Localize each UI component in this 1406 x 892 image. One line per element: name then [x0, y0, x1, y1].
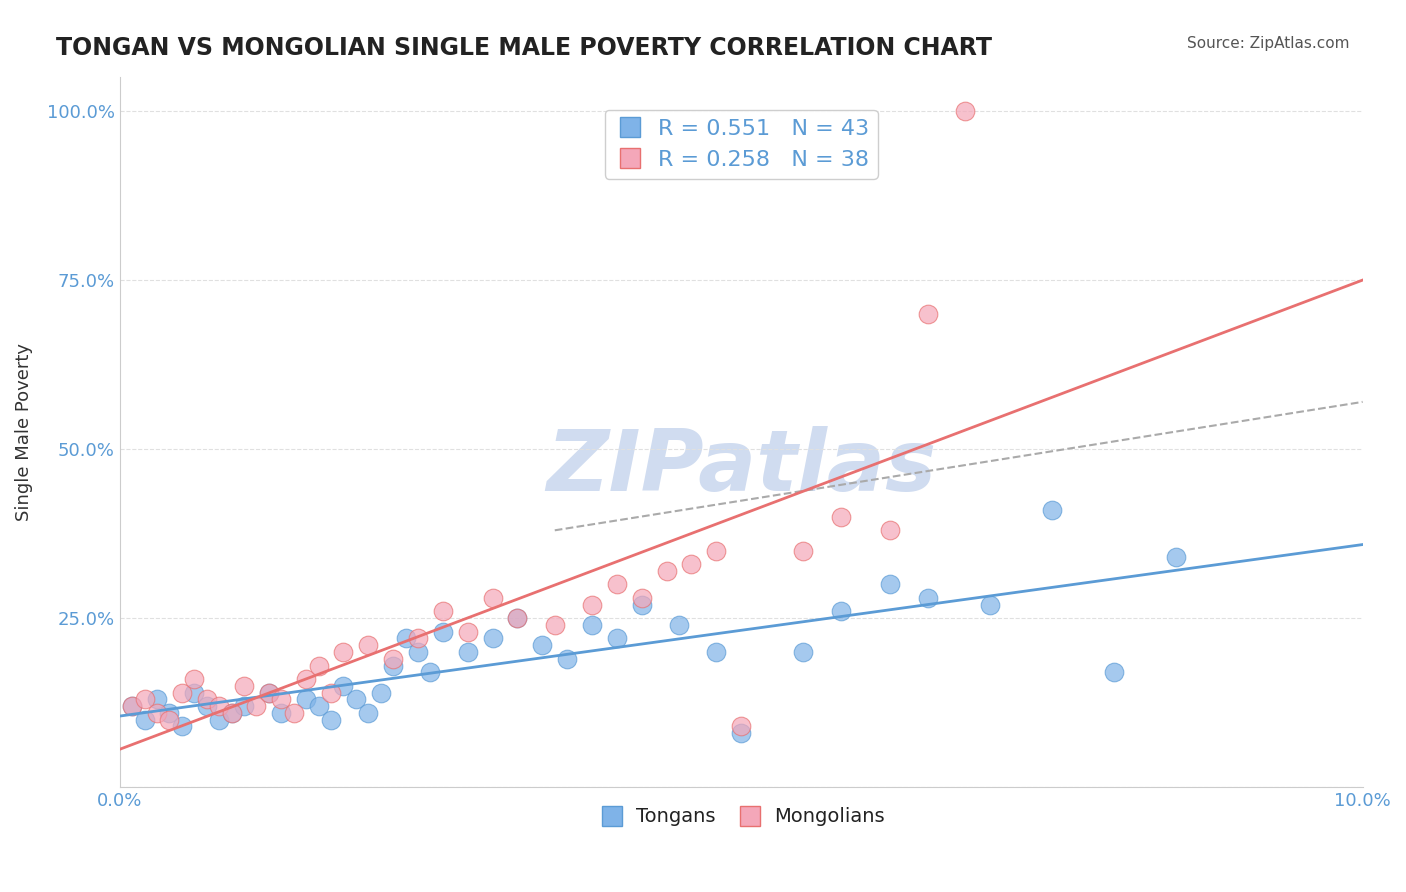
Point [1102, 665, 1125, 680]
Point [668, 618, 690, 632]
Point [146, 692, 169, 706]
Point [606, 632, 628, 646]
Point [730, 726, 752, 740]
Point [394, 632, 416, 646]
Point [159, 706, 181, 720]
Point [134, 692, 156, 706]
Point [704, 645, 727, 659]
Point [406, 632, 429, 646]
Point [308, 658, 330, 673]
Point [319, 713, 342, 727]
Point [406, 645, 429, 659]
Point [221, 706, 243, 720]
Point [382, 652, 405, 666]
Point [655, 564, 678, 578]
Point [730, 719, 752, 733]
Point [319, 685, 342, 699]
Point [1166, 550, 1188, 565]
Point [295, 672, 318, 686]
Point [704, 543, 727, 558]
Point [270, 706, 292, 720]
Point [257, 685, 280, 699]
Point [681, 557, 703, 571]
Point [879, 524, 901, 538]
Point [917, 307, 939, 321]
Point [146, 706, 169, 720]
Point [830, 509, 852, 524]
Point [233, 699, 256, 714]
Point [581, 598, 603, 612]
Point [953, 104, 976, 119]
Point [382, 658, 405, 673]
Point [419, 665, 441, 680]
Point [121, 699, 143, 714]
Point [257, 685, 280, 699]
Point [581, 618, 603, 632]
Point [195, 699, 218, 714]
Point [208, 699, 231, 714]
Point [183, 685, 205, 699]
Point [555, 652, 578, 666]
Point [432, 624, 454, 639]
Point [792, 645, 814, 659]
Point [481, 632, 503, 646]
Point [879, 577, 901, 591]
Point [332, 679, 354, 693]
Point [830, 604, 852, 618]
Point [1040, 503, 1063, 517]
Point [457, 645, 479, 659]
Text: TONGAN VS MONGOLIAN SINGLE MALE POVERTY CORRELATION CHART: TONGAN VS MONGOLIAN SINGLE MALE POVERTY … [56, 36, 993, 60]
Point [432, 604, 454, 618]
Point [170, 719, 193, 733]
Point [630, 598, 652, 612]
Point [344, 692, 367, 706]
Point [357, 638, 380, 652]
Text: Source: ZipAtlas.com: Source: ZipAtlas.com [1187, 36, 1350, 51]
Point [332, 645, 354, 659]
Point [630, 591, 652, 605]
Point [531, 638, 554, 652]
Point [295, 692, 318, 706]
Text: ZIPatlas: ZIPatlas [546, 426, 936, 509]
Point [121, 699, 143, 714]
Point [270, 692, 292, 706]
Point [457, 624, 479, 639]
Point [917, 591, 939, 605]
Point [134, 713, 156, 727]
Point [221, 706, 243, 720]
Point [370, 685, 392, 699]
Point [283, 706, 305, 720]
Point [159, 713, 181, 727]
Point [606, 577, 628, 591]
Point [357, 706, 380, 720]
Point [308, 699, 330, 714]
Point [506, 611, 529, 625]
Point [208, 713, 231, 727]
Point [245, 699, 267, 714]
Point [233, 679, 256, 693]
Point [792, 543, 814, 558]
Point [481, 591, 503, 605]
Point [979, 598, 1001, 612]
Point [195, 692, 218, 706]
Y-axis label: Single Male Poverty: Single Male Poverty [15, 343, 32, 521]
Point [544, 618, 567, 632]
Legend: Tongans, Mongolians: Tongans, Mongolians [589, 799, 893, 834]
Point [183, 672, 205, 686]
Point [506, 611, 529, 625]
Point [170, 685, 193, 699]
